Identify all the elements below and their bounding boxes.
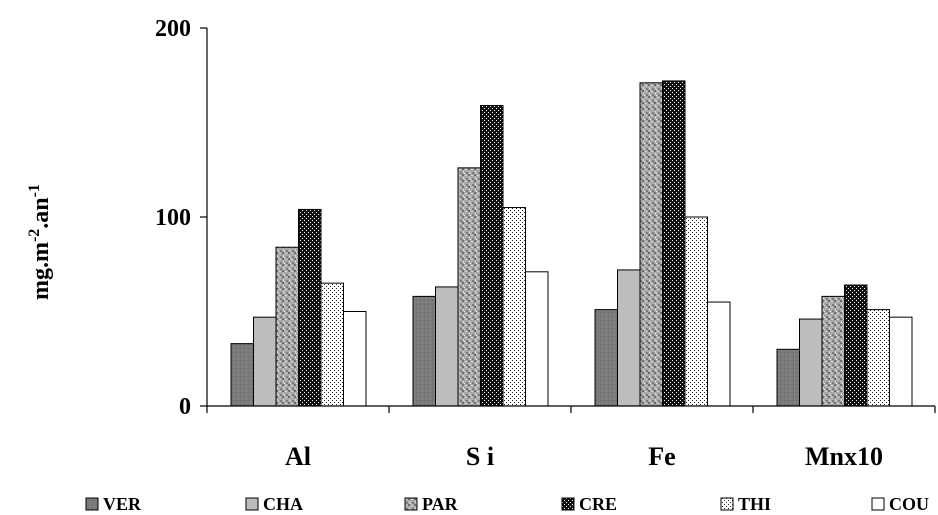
- bar-ver-1: [412, 295, 436, 407]
- bar-cre-3: [844, 284, 868, 407]
- y-axis: 0 100 200: [155, 16, 208, 420]
- legend-label: CRE: [579, 494, 617, 514]
- bar-par-1: [457, 167, 481, 407]
- bar-thi-0: [320, 282, 344, 407]
- bar-cou-3: [889, 316, 913, 407]
- bar-thi-1: [502, 207, 526, 407]
- bar-cre-1: [480, 104, 504, 407]
- legend-label: VER: [103, 494, 142, 514]
- y-axis-label: mg.m-2.an-1: [26, 184, 54, 300]
- bar-thi-2: [684, 216, 708, 407]
- x-category-label: Fe: [648, 442, 675, 471]
- legend-swatch-par: [404, 497, 418, 511]
- bar-cou-1: [525, 271, 549, 407]
- legend-label: CHA: [263, 494, 303, 514]
- y-tick-label: 200: [155, 16, 191, 42]
- x-category-label: Mnx10: [805, 442, 883, 471]
- bars: [230, 80, 913, 407]
- y-tick-label: 100: [155, 205, 191, 231]
- x-category-label: S i: [466, 442, 494, 471]
- legend-swatch-cre: [561, 497, 575, 511]
- bar-cha-2: [617, 269, 641, 407]
- bar-ver-3: [776, 348, 800, 407]
- bar-cou-2: [707, 301, 731, 407]
- bar-par-3: [821, 295, 845, 407]
- legend-swatch-cou: [871, 497, 885, 511]
- bar-cou-0: [343, 311, 367, 407]
- y-axis-label-sup1: -2: [26, 229, 43, 242]
- x-category-label: Al: [285, 442, 311, 471]
- bar-par-2: [639, 82, 663, 407]
- bar-cre-2: [662, 80, 686, 407]
- bar-cha-3: [799, 318, 823, 407]
- y-axis-label-sup2: -1: [26, 184, 43, 197]
- bar-cha-1: [435, 286, 459, 407]
- x-axis: Al S i Fe Mnx10: [206, 405, 936, 471]
- y-tick-label: 0: [179, 394, 191, 420]
- bar-cre-0: [298, 208, 322, 407]
- bar-par-0: [275, 246, 299, 407]
- y-axis-label-mid: .an: [28, 197, 54, 228]
- legend-label: THI: [738, 494, 771, 514]
- legend-label: COU: [889, 494, 929, 514]
- legend-swatch-cha: [245, 497, 259, 511]
- legend: VER CHA PAR CRE THI COU: [85, 494, 929, 514]
- legend-swatch-ver: [85, 497, 99, 511]
- bar-thi-3: [866, 309, 890, 407]
- legend-label: PAR: [422, 494, 459, 514]
- bar-ver-2: [594, 309, 618, 407]
- bar-cha-0: [253, 316, 277, 407]
- bar-ver-0: [230, 343, 254, 407]
- legend-swatch-thi: [720, 497, 734, 511]
